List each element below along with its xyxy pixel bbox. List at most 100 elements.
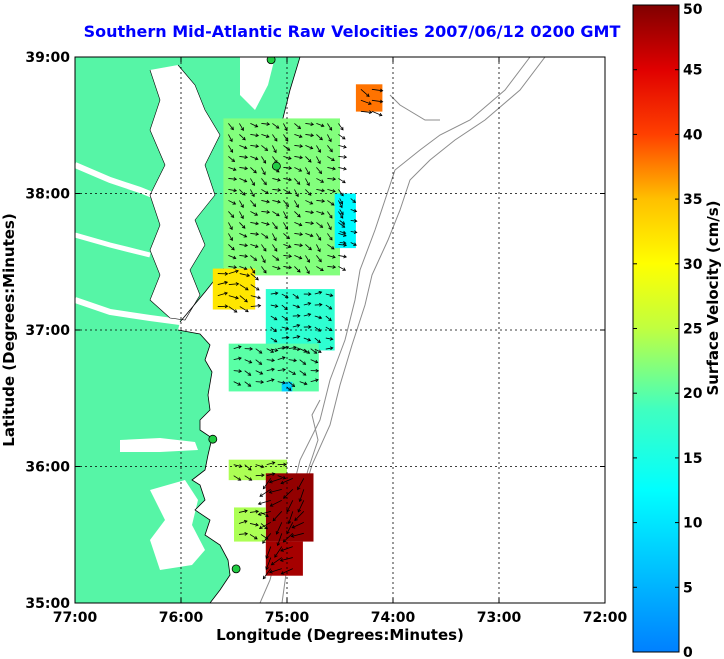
arrow-head <box>297 269 301 273</box>
arrow-head <box>308 159 312 163</box>
velocity-arrow <box>288 370 296 375</box>
arrow-head <box>321 188 325 193</box>
arrow-head <box>297 213 301 218</box>
arrow-head <box>244 298 248 303</box>
arrow-head <box>240 127 244 131</box>
x-axis: 77:00 76:00 75:00 74:00 73:00 72:00 <box>53 57 628 626</box>
arrow-head <box>247 383 252 387</box>
velocity-arrow <box>233 346 242 350</box>
velocity-arrow <box>233 475 241 481</box>
velocity-arrow <box>250 273 259 281</box>
velocity-arrow <box>327 244 335 250</box>
arrow-head <box>309 233 314 238</box>
arrow-head <box>274 225 278 230</box>
arrow-head <box>279 558 284 562</box>
arrow-head <box>343 155 348 159</box>
velocity-cell <box>355 84 383 112</box>
colorbar-ticks: 0 5 10 15 20 25 30 35 40 45 50 <box>633 2 703 659</box>
arrow-head <box>251 193 255 198</box>
x-tick-label: 72:00 <box>583 610 628 626</box>
velocity-arrow <box>325 304 332 310</box>
velocity-arrow <box>233 381 241 386</box>
velocity-arrow <box>261 200 270 203</box>
arrow-head <box>254 535 258 540</box>
velocity-arrow <box>250 145 259 147</box>
velocity-arrow <box>316 134 323 141</box>
velocity-arrow <box>325 293 333 297</box>
arrow-head <box>353 230 358 235</box>
arrow-head <box>339 204 343 209</box>
arrow-head <box>275 125 280 129</box>
velocity-arrow <box>228 134 233 142</box>
velocity-arrow <box>255 348 263 354</box>
velocity-arrow <box>292 304 300 308</box>
velocity-arrow <box>327 167 336 170</box>
velocity-arrow <box>249 510 259 513</box>
velocity-arrow <box>339 231 346 234</box>
arrow-head <box>328 317 332 322</box>
velocity-arrow <box>239 123 244 131</box>
velocity-arrow <box>281 304 288 310</box>
arrow-head <box>293 358 297 363</box>
arrow-head <box>249 346 254 351</box>
velocity-arrow <box>286 500 294 512</box>
y-tick-label: 36:00 <box>25 460 70 476</box>
velocity-arrow <box>244 370 251 376</box>
arrow-head <box>318 290 323 295</box>
arrow-head <box>319 136 323 141</box>
arrow-head <box>343 145 347 149</box>
velocity-arrow <box>303 302 311 306</box>
velocity-arrow <box>310 359 318 363</box>
velocity-arrow <box>281 337 289 339</box>
velocity-arrow <box>255 381 264 383</box>
velocity-arrow <box>250 134 259 137</box>
velocity-arrow <box>250 255 257 261</box>
arrow-head <box>310 210 315 215</box>
velocity-arrow <box>280 557 293 562</box>
y-axis-label: Latitude (Degrees:Minutes) <box>0 213 18 446</box>
arrow-head <box>241 192 246 196</box>
arrow-head <box>224 304 229 309</box>
velocity-arrow <box>238 533 248 535</box>
arrow-head <box>318 315 323 320</box>
velocity-arrow <box>228 222 233 230</box>
arrow-head <box>296 181 301 185</box>
arrow-head <box>248 477 253 481</box>
arrow-head <box>229 138 233 143</box>
velocity-arrow <box>338 244 347 246</box>
velocity-arrow <box>266 379 275 383</box>
velocity-arrow <box>238 520 248 524</box>
arrow-head <box>257 501 262 506</box>
velocity-arrow <box>303 337 311 341</box>
velocity-arrow <box>305 156 312 163</box>
arrow-head <box>255 276 259 281</box>
arrow-head <box>288 177 292 182</box>
velocity-arrow <box>314 337 321 343</box>
velocity-arrow <box>339 220 345 225</box>
velocity-arrow <box>228 211 234 218</box>
arrow-head <box>320 123 325 128</box>
arrow-head <box>292 371 297 375</box>
arrow-head <box>283 495 287 499</box>
arrow-head <box>244 243 249 248</box>
arrow-head <box>328 138 332 143</box>
velocity-arrow <box>239 244 248 247</box>
velocity-arrow <box>277 381 286 384</box>
velocity-arrow <box>305 178 310 186</box>
velocity-arrow <box>297 478 305 490</box>
arrow-head <box>320 179 325 183</box>
arrow-head <box>308 325 312 329</box>
velocity-arrow <box>261 145 268 151</box>
arrow-head <box>318 349 322 353</box>
arrow-head <box>264 235 269 239</box>
velocity-arrow <box>271 557 283 566</box>
velocity-arrow <box>239 178 247 183</box>
x-tick-label: 73:00 <box>477 610 522 626</box>
arrow-head <box>271 367 275 372</box>
velocity-arrow <box>338 255 347 258</box>
arrow-head <box>295 295 300 299</box>
velocity-arrow <box>305 123 314 125</box>
velocity-arrow <box>316 167 322 174</box>
velocity-arrow <box>277 475 286 479</box>
